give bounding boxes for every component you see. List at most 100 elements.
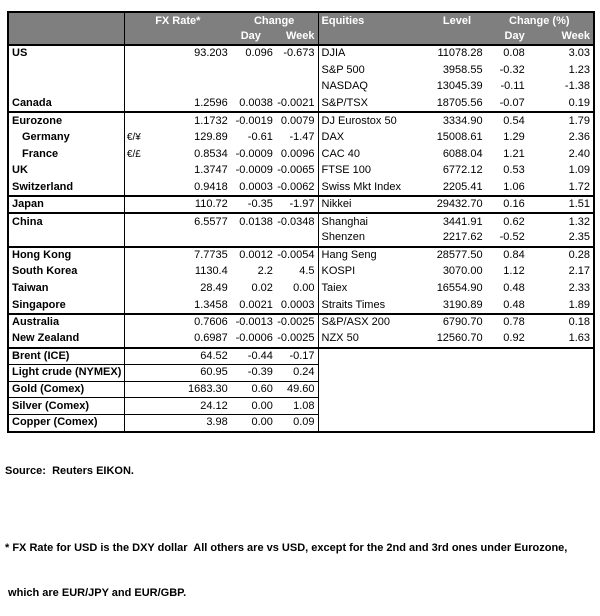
- fx-rate-cell: 0.6987: [158, 330, 231, 349]
- fx-day-change-cell: 0.0038: [230, 95, 276, 114]
- table-row: Germany €/¥ 129.89 -0.61 -1.47 DAX 15008…: [8, 128, 594, 146]
- table-body: US 93.203 0.096 -0.673 DJIA 11078.28 0.0…: [8, 45, 594, 432]
- equity-week-change-cell: [528, 348, 594, 365]
- fx-pair-symbol-cell: [124, 397, 159, 416]
- fx-country-cell: New Zealand: [8, 330, 125, 349]
- equity-name-cell: Shenzen: [318, 229, 429, 248]
- equities-day-header: Day: [485, 29, 528, 46]
- equity-name-cell: [318, 381, 428, 398]
- fx-country-cell: South Korea: [8, 263, 125, 281]
- fx-country-cell: UK: [8, 162, 125, 180]
- fx-day-change-cell: [230, 229, 276, 248]
- fx-pair-symbol-cell: [124, 415, 158, 432]
- equity-level-cell: 6088.04: [442, 147, 483, 160]
- equity-name-cell: DAX: [321, 130, 345, 143]
- fx-pair-symbol-cell: [124, 79, 158, 96]
- equity-level-cell: 13045.39: [436, 80, 483, 93]
- fx-country-cell: [8, 229, 125, 248]
- fx-country-cell: Singapore: [8, 297, 125, 315]
- equity-level-cell: 6790.70: [442, 316, 483, 329]
- equity-week-change-cell: 1.51: [527, 196, 594, 215]
- fx-rate-cell: [159, 62, 231, 79]
- fx-pair-symbol-cell: [124, 45, 158, 62]
- equity-name-cell: Hang Seng: [321, 249, 377, 262]
- equity-name-cell: FTSE 100: [321, 164, 372, 177]
- equity-name-cell: Taiex: [321, 282, 348, 295]
- table-row: Brent (ICE) 64.52 -0.44 -0.17: [8, 347, 594, 365]
- fx-day-change-cell: [231, 79, 276, 96]
- fx-day-change-cell: 0.00: [251, 416, 273, 429]
- fx-country-cell: Hong Kong: [8, 246, 125, 264]
- equity-week-change-cell: [528, 415, 594, 432]
- table-row: Shenzen 2217.62 -0.52 2.35: [8, 229, 594, 248]
- fx-pair-symbol-cell: [124, 330, 159, 349]
- header-row-2: Day Week Day Week: [8, 29, 594, 46]
- fx-country-cell: Canada: [8, 95, 125, 114]
- equity-week-change-cell: 2.33: [568, 282, 590, 295]
- equity-day-change-cell: [486, 381, 528, 398]
- fx-week-change-cell: 1.08: [275, 397, 319, 416]
- fx-country-cell: Germany: [8, 128, 125, 146]
- equity-day-change-cell: [486, 398, 528, 415]
- equity-name-cell: Straits Times: [318, 297, 429, 315]
- fx-footnote-line2: which are EUR/JPY and EUR/GBP.: [5, 587, 187, 599]
- equity-week-change-cell: 1.32: [568, 215, 590, 228]
- fx-pair-symbol-cell: [124, 229, 159, 248]
- fx-country-cell: [8, 78, 125, 96]
- fx-week-change-cell: -0.0025: [275, 313, 319, 331]
- equity-day-change-cell: 0.92: [485, 330, 528, 349]
- equity-name-cell: S&P/ASX 200: [321, 316, 391, 329]
- fx-rate-cell: 1.1732: [194, 114, 228, 127]
- corner-cell: [8, 12, 125, 29]
- header-row-1: FX Rate* Change Equities Level Change (%…: [8, 12, 594, 29]
- equity-day-change-cell: [486, 348, 528, 365]
- equity-week-change-cell: 1.23: [568, 63, 590, 76]
- equity-day-change-cell: 1.12: [503, 265, 525, 278]
- fx-rate-cell: 3.98: [206, 416, 228, 429]
- source-note: Source: Reuters EIKON.: [5, 465, 134, 477]
- equity-level-cell: 12560.70: [428, 330, 486, 349]
- fx-country-cell: US: [8, 45, 125, 62]
- equity-day-change-cell: 1.29: [503, 130, 525, 143]
- fx-week-change-cell: 4.5: [275, 263, 319, 281]
- equity-week-change-cell: 2.40: [568, 147, 590, 160]
- equity-level-cell: [428, 381, 485, 398]
- fx-pair-symbol-cell: [124, 213, 158, 230]
- fx-country-cell: France: [8, 145, 125, 163]
- equity-level-cell: 28577.50: [436, 249, 483, 262]
- table-row: S&P 500 3958.55 -0.32 1.23: [8, 61, 594, 79]
- equity-name-cell: NZX 50: [318, 330, 429, 349]
- fx-rate-cell: 1130.4: [194, 265, 228, 278]
- table-row: Silver (Comex) 24.12 0.00 1.08: [8, 397, 594, 416]
- fx-day-change-cell: 2.2: [257, 265, 273, 278]
- equity-day-change-cell: [486, 364, 528, 381]
- equity-day-change-cell: 0.62: [503, 215, 525, 228]
- equity-day-change-cell: 0.78: [503, 316, 525, 329]
- fx-day-change-cell: 0.00: [230, 397, 276, 416]
- fx-pair-symbol-cell: [124, 112, 158, 129]
- equity-day-change-cell: 0.48: [485, 297, 528, 315]
- fx-week-change-cell: 0.0096: [275, 145, 319, 163]
- fx-country-cell: Gold (Comex): [8, 381, 125, 399]
- equity-day-change-cell: 0.08: [503, 47, 525, 60]
- fx-rate-cell: 60.95: [158, 364, 231, 382]
- blank-header-cell: [318, 29, 429, 46]
- fx-change-header: Change: [230, 12, 319, 29]
- fx-rate-cell: 1.3458: [158, 297, 231, 315]
- equity-week-change-cell: 0.28: [568, 249, 590, 262]
- equities-change-header: Change (%): [485, 12, 594, 29]
- fx-country-cell: Light crude (NYMEX): [8, 364, 125, 382]
- fx-pair-symbol-cell: [124, 381, 159, 399]
- fx-day-change-cell: -0.61: [247, 130, 273, 143]
- table-row: NASDAQ 13045.39 -0.11 -1.38: [8, 78, 594, 96]
- table-row: Taiwan 28.49 0.02 0.00 Taiex 16554.90 0.…: [8, 280, 594, 298]
- equity-week-change-cell: 2.36: [568, 130, 590, 143]
- equity-level-cell: [428, 348, 485, 365]
- table-row: Light crude (NYMEX) 60.95 -0.39 0.24: [8, 364, 594, 382]
- fx-country-cell: Taiwan: [8, 280, 125, 298]
- table-row: Canada 1.2596 0.0038 -0.0021 S&P/TSX 187…: [8, 95, 594, 114]
- fx-rate-cell: 1683.30: [158, 381, 231, 399]
- equity-level-cell: 3070.00: [442, 265, 483, 278]
- equity-week-change-cell: 1.72: [527, 179, 594, 198]
- fx-week-change-cell: 0.0079: [275, 112, 319, 129]
